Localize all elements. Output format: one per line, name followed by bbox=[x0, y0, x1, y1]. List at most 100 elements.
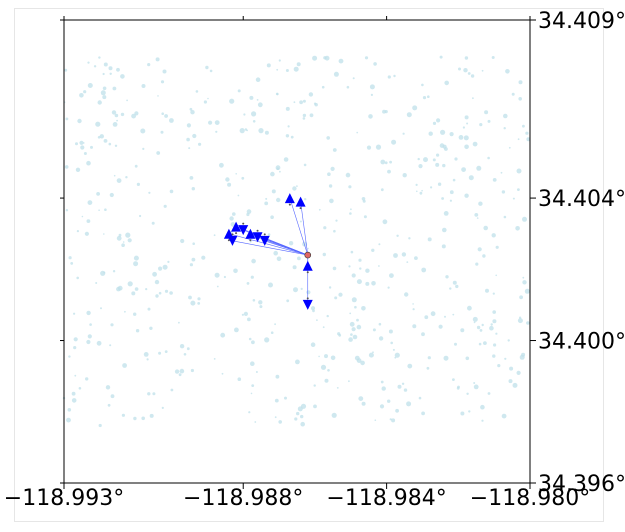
background-point bbox=[103, 73, 105, 75]
background-point bbox=[461, 167, 466, 172]
background-point bbox=[327, 369, 330, 372]
background-point bbox=[440, 143, 445, 148]
background-point bbox=[155, 280, 159, 284]
background-point bbox=[444, 356, 449, 361]
background-point bbox=[450, 132, 454, 136]
background-point bbox=[248, 411, 250, 413]
background-point bbox=[483, 341, 487, 345]
arrow-base-dot bbox=[242, 223, 244, 225]
background-point bbox=[238, 89, 241, 92]
background-point bbox=[375, 419, 377, 421]
background-point bbox=[339, 59, 344, 64]
background-point bbox=[169, 291, 173, 295]
background-point bbox=[88, 200, 93, 205]
background-point bbox=[381, 188, 384, 191]
background-point bbox=[478, 202, 482, 206]
background-point bbox=[165, 290, 168, 293]
background-point bbox=[288, 125, 290, 127]
arrow-base-dot bbox=[235, 232, 237, 234]
background-point bbox=[289, 241, 293, 245]
background-point bbox=[116, 68, 120, 72]
background-point bbox=[335, 220, 337, 222]
background-point bbox=[98, 136, 101, 139]
background-point bbox=[73, 346, 76, 349]
background-point bbox=[439, 325, 443, 329]
background-point bbox=[117, 178, 122, 183]
background-point bbox=[468, 410, 470, 412]
background-point bbox=[244, 312, 248, 316]
background-point bbox=[453, 179, 456, 182]
background-point bbox=[133, 417, 136, 420]
background-point bbox=[474, 213, 478, 217]
center-point bbox=[305, 252, 311, 258]
background-point bbox=[275, 416, 277, 418]
y-tick-label: 34.409° bbox=[538, 9, 625, 34]
background-point bbox=[453, 281, 457, 285]
background-point bbox=[178, 322, 180, 324]
background-point bbox=[362, 197, 366, 201]
background-point bbox=[391, 140, 396, 145]
background-point bbox=[88, 83, 93, 88]
background-point bbox=[293, 287, 298, 292]
background-point bbox=[156, 151, 160, 155]
background-point bbox=[329, 286, 331, 288]
background-point bbox=[316, 319, 318, 321]
background-point bbox=[442, 228, 447, 233]
background-point bbox=[156, 57, 160, 61]
background-point bbox=[323, 326, 325, 328]
background-point bbox=[294, 101, 296, 103]
background-point bbox=[455, 285, 458, 288]
background-point bbox=[219, 163, 224, 168]
background-point bbox=[294, 67, 299, 72]
background-point bbox=[364, 215, 367, 218]
background-point bbox=[163, 265, 168, 270]
background-point bbox=[468, 72, 471, 75]
background-point bbox=[495, 275, 497, 277]
background-point bbox=[390, 418, 392, 420]
background-point bbox=[95, 122, 100, 127]
background-point bbox=[121, 113, 124, 116]
background-point bbox=[408, 237, 410, 239]
background-point bbox=[170, 190, 174, 194]
background-point bbox=[526, 321, 530, 325]
background-point bbox=[492, 319, 496, 323]
background-point bbox=[321, 365, 326, 370]
background-point bbox=[190, 301, 195, 306]
background-point bbox=[469, 175, 474, 180]
background-point bbox=[314, 384, 316, 386]
background-point bbox=[334, 72, 339, 77]
background-point bbox=[175, 369, 179, 373]
background-point bbox=[334, 296, 337, 299]
background-point bbox=[135, 165, 138, 168]
background-point bbox=[265, 198, 267, 200]
background-point bbox=[214, 358, 216, 360]
background-point bbox=[303, 117, 306, 120]
background-point bbox=[522, 277, 524, 279]
background-point bbox=[465, 56, 468, 59]
background-point bbox=[354, 306, 357, 309]
background-point bbox=[90, 146, 93, 149]
background-point bbox=[365, 269, 369, 273]
background-point bbox=[323, 226, 326, 229]
background-point bbox=[131, 114, 136, 119]
background-point bbox=[180, 344, 184, 348]
background-point bbox=[379, 323, 382, 326]
background-point bbox=[301, 288, 303, 290]
background-point bbox=[123, 241, 125, 243]
background-point bbox=[362, 402, 366, 406]
background-point bbox=[167, 261, 169, 263]
background-point bbox=[429, 132, 433, 136]
background-point bbox=[251, 340, 255, 344]
background-point bbox=[249, 96, 253, 100]
background-point bbox=[431, 311, 436, 316]
background-point bbox=[69, 256, 72, 259]
background-point bbox=[403, 173, 407, 177]
background-point bbox=[393, 253, 398, 258]
background-point bbox=[368, 114, 373, 119]
background-point bbox=[95, 282, 97, 284]
background-point bbox=[329, 184, 332, 187]
background-point bbox=[454, 157, 457, 160]
background-point bbox=[137, 183, 140, 186]
background-point bbox=[66, 118, 69, 121]
background-point bbox=[201, 256, 205, 260]
